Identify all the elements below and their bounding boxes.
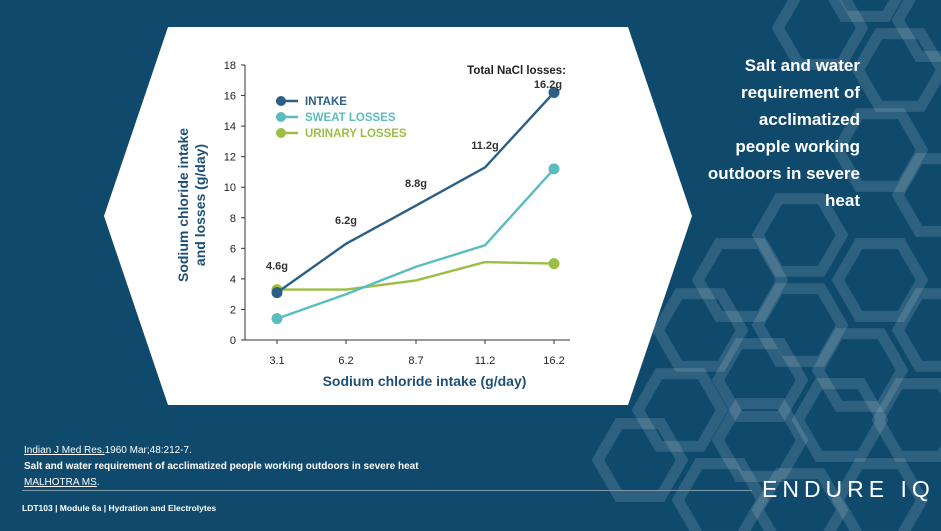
series-line-urinary [277, 260, 555, 291]
legend-marker-intake [276, 96, 286, 106]
hexagon-shape [851, 28, 941, 112]
hexagon-shape [831, 238, 929, 322]
hexagon-shape [751, 468, 849, 531]
total-loss-label: 4.6g [266, 261, 288, 273]
data-point-urinary [548, 258, 560, 270]
legend-label-sweat: SWEAT LOSSES [305, 112, 396, 124]
hexagon-shape [711, 338, 809, 422]
citation-journal-line: Indian J Med Res. 1960 Mar;48:212-7. [24, 444, 192, 457]
hexagon-shape [871, 378, 941, 462]
x-tick-label: 6.2 [338, 355, 353, 367]
footer-divider [22, 490, 752, 491]
legend-marker-urinary [276, 128, 286, 138]
y-tick-label: 6 [230, 243, 236, 255]
hexagon-shape [671, 458, 769, 531]
y-tick-label: 0 [230, 335, 236, 347]
hexagon-shape [771, 0, 869, 70]
hexagon-shape [751, 193, 849, 277]
y-tick-label: 10 [224, 182, 236, 194]
hexagon-shape [691, 238, 789, 322]
hexagon-shape [891, 153, 941, 237]
hexagon-shape [631, 368, 729, 452]
data-point-intake [548, 87, 560, 98]
total-loss-label: 16.2g [534, 79, 562, 91]
y-tick-label: 18 [224, 60, 236, 72]
y-tick-label: 2 [230, 304, 236, 316]
endure-iq-logo: ENDURE IQ [762, 476, 935, 502]
total-loss-label: 6.2g [335, 215, 357, 227]
series-line-intake [276, 91, 555, 294]
hexagon-shape [891, 288, 941, 372]
y-axis-label-line: and losses (g/day) [192, 144, 208, 266]
citation-author-link[interactable]: MALHOTRA MS [24, 477, 97, 488]
citation-author-suffix: . [96, 477, 100, 488]
hexagon-shape [831, 108, 929, 192]
citation-article-title: Salt and water requirement of acclimatiz… [24, 461, 419, 472]
hexagon-shape [791, 378, 889, 462]
x-tick-label: 16.2 [543, 355, 564, 367]
side-title: Salt and water requirement of acclimatiz… [707, 56, 860, 210]
y-tick-label: 8 [230, 213, 236, 225]
footer-text: LDT103 | Module 6a | Hydration and Elect… [22, 503, 217, 513]
x-axis-label: Sodium chloride intake (g/day) [323, 373, 527, 389]
hexagon-shape [651, 288, 749, 372]
citation-journal-details: 1960 Mar;48:212-7. [104, 445, 192, 456]
x-tick-label: 11.2 [475, 355, 496, 367]
hexagon-shape [811, 328, 909, 412]
hexagon-shape [831, 458, 929, 531]
hexagon-shape [891, 0, 941, 62]
data-point-sweat [548, 163, 560, 175]
total-nacl-losses-header: Total NaCl losses: [467, 65, 566, 77]
x-tick-label: 3.1 [269, 355, 284, 367]
y-axis-label: Sodium chloride intakeand losses (g/day) [175, 128, 208, 282]
y-tick-label: 16 [224, 91, 236, 103]
legend-label-urinary: URINARY LOSSES [305, 128, 407, 140]
hexagon-shape [828, 0, 902, 22]
y-tick-label: 14 [224, 121, 236, 133]
hexagon-shape [591, 418, 689, 502]
citation-author-line: MALHOTRA MS. [24, 476, 100, 489]
data-point-sweat [271, 313, 283, 325]
y-axis-label-line: Sodium chloride intake [175, 128, 191, 282]
data-point-intake [271, 287, 283, 299]
x-tick-label: 8.7 [408, 355, 423, 367]
sodium-chart: 0 2 4 6 8 10 12 14 16 18 3.1 6.2 8.7 11.2 16.2 Sodium c… [175, 60, 570, 389]
total-loss-label: 11.2g [471, 140, 499, 152]
legend-label-intake: INTAKE [305, 96, 347, 108]
hexagon-shape [711, 398, 809, 482]
legend-marker-sweat [276, 112, 286, 122]
y-tick-label: 12 [224, 152, 236, 164]
total-loss-label: 8.8g [405, 178, 427, 190]
citation-journal-link[interactable]: Indian J Med Res. [24, 445, 105, 456]
hexagon-shape [751, 283, 849, 367]
series-line-sweat [276, 168, 555, 320]
y-tick-label: 4 [230, 274, 236, 286]
